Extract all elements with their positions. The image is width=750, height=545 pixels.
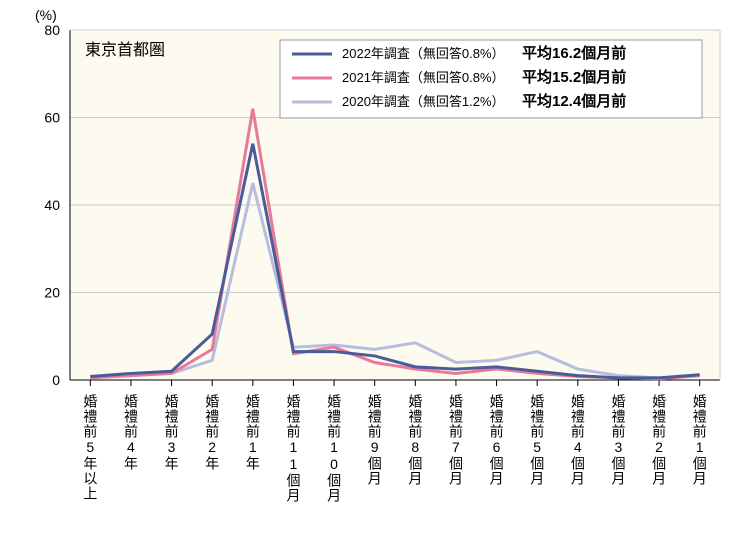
y-tick-label: 40 — [44, 197, 60, 213]
y-tick-label: 60 — [44, 110, 60, 126]
legend-avg-y2021: 平均15.2個月前 — [522, 68, 626, 86]
y-tick-label: 0 — [52, 372, 60, 388]
region-label: 東京首都圏 — [85, 41, 165, 59]
chart-container: 0 20 40 60 80(%) 婚禮前5年以上 婚禮前4年 婚禮前3年 婚禮前2年 婚禮前1年 婚… — [0, 0, 750, 545]
x-tick-label: 婚禮前10個月 — [326, 394, 342, 503]
x-tick-label: 婚禮前1年 — [245, 394, 261, 471]
y-tick-label: 80 — [44, 22, 60, 38]
line-chart: 0 20 40 60 80(%) 婚禮前5年以上 婚禮前4年 婚禮前3年 婚禮前2年 婚禮前1年 婚… — [0, 0, 750, 545]
x-tick-label: 婚禮前2個月 — [651, 394, 667, 486]
y-tick-label: 20 — [44, 285, 60, 301]
legend-avg-y2020: 平均12.4個月前 — [522, 92, 626, 110]
legend-label-y2021: 2021年調査（無回答0.8%） — [342, 70, 505, 85]
x-tick-label: 婚禮前2年 — [204, 394, 220, 471]
x-tick-label: 婚禮前5年以上 — [82, 394, 98, 501]
x-tick-label: 婚禮前6個月 — [489, 394, 505, 486]
legend-label-y2022: 2022年調査（無回答0.8%） — [342, 46, 505, 61]
y-unit-label: (%) — [35, 7, 57, 23]
x-tick-label: 婚禮前7個月 — [448, 394, 464, 486]
x-tick-label: 婚禮前4年 — [123, 394, 139, 471]
x-tick-label: 婚禮前3年 — [164, 394, 180, 471]
legend-avg-y2022: 平均16.2個月前 — [522, 44, 626, 62]
x-tick-label: 婚禮前11個月 — [285, 394, 301, 503]
x-tick-label: 婚禮前8個月 — [407, 394, 423, 486]
x-tick-label: 婚禮前3個月 — [610, 394, 626, 486]
x-tick-label: 婚禮前1個月 — [692, 394, 708, 486]
x-tick-label: 婚禮前5個月 — [529, 394, 545, 486]
legend-label-y2020: 2020年調査（無回答1.2%） — [342, 94, 505, 109]
x-tick-label: 婚禮前9個月 — [367, 394, 383, 486]
x-tick-label: 婚禮前4個月 — [570, 394, 586, 486]
